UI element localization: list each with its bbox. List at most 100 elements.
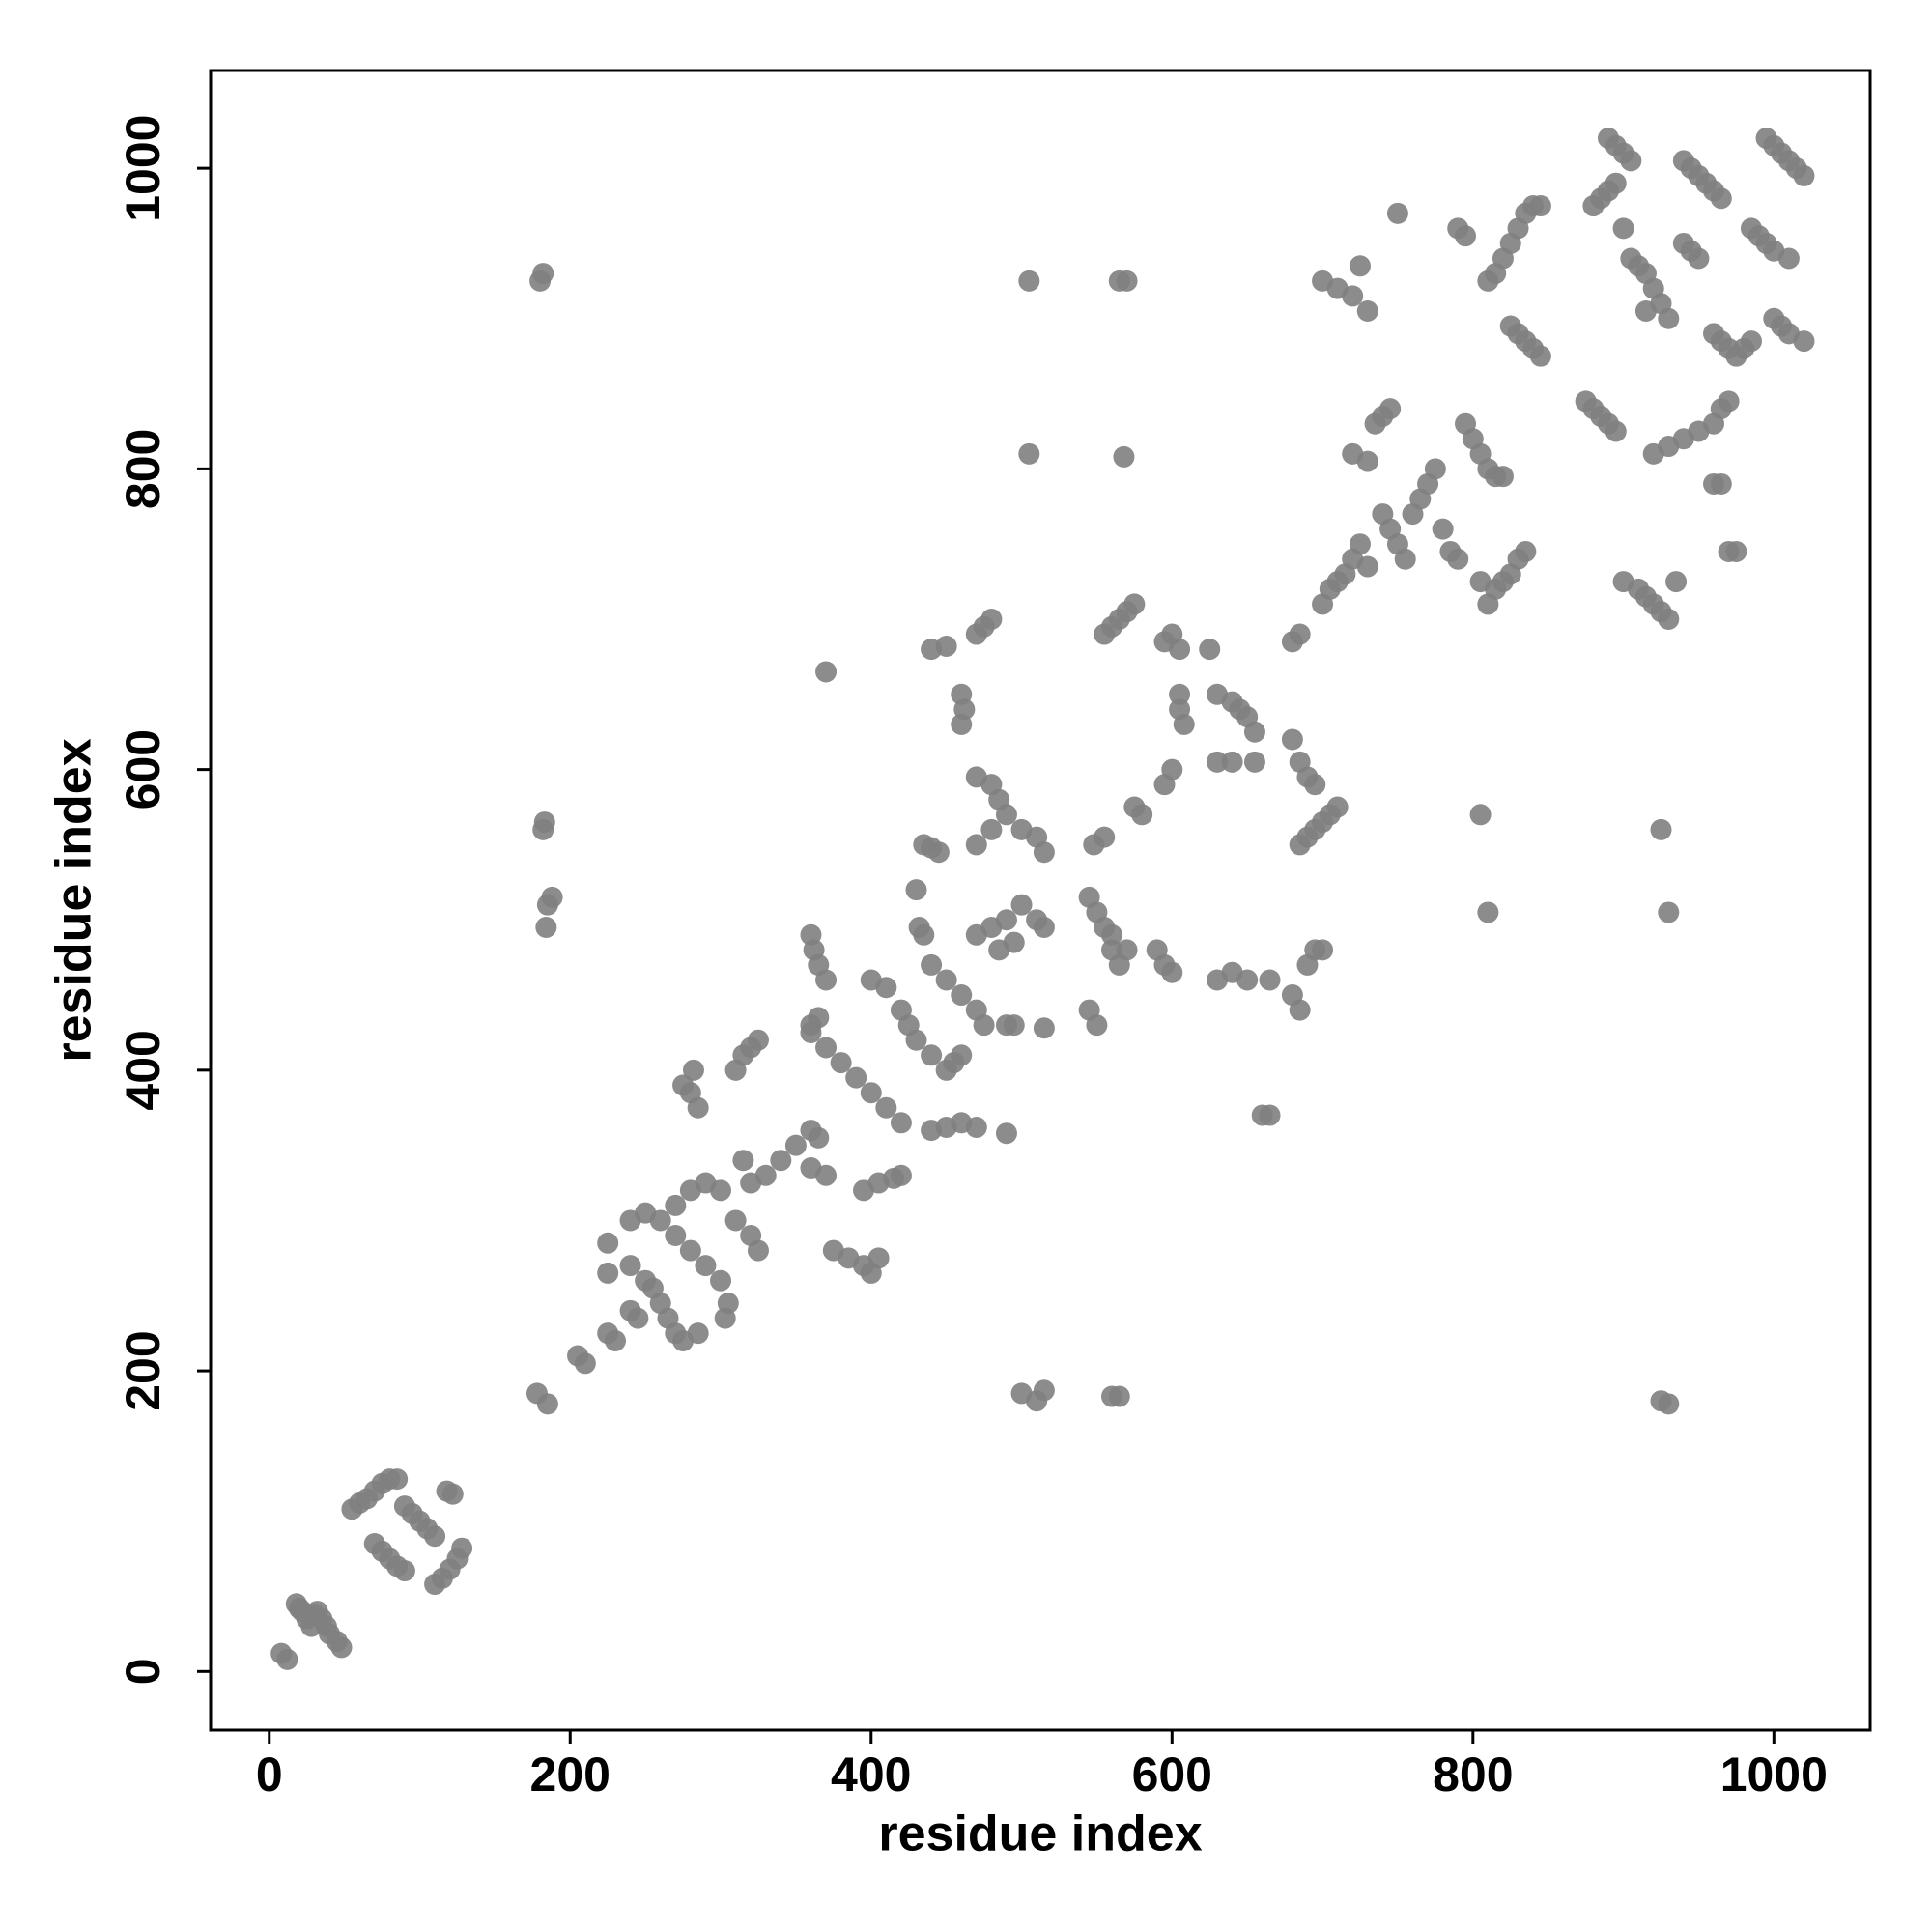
point bbox=[1432, 518, 1454, 540]
point bbox=[747, 1239, 769, 1262]
point bbox=[1793, 330, 1815, 353]
point bbox=[935, 636, 957, 658]
point bbox=[905, 879, 927, 901]
point bbox=[1199, 639, 1221, 661]
point bbox=[1394, 548, 1416, 570]
point bbox=[1455, 225, 1477, 247]
plot-frame bbox=[209, 69, 1872, 1732]
point bbox=[980, 608, 1003, 630]
point bbox=[951, 984, 973, 1007]
point bbox=[905, 1029, 927, 1051]
x-axis-title: residue index bbox=[878, 1806, 1202, 1862]
point bbox=[1515, 540, 1537, 562]
point bbox=[532, 263, 554, 285]
point bbox=[1342, 285, 1364, 307]
x-tick-label: 0 bbox=[256, 1747, 283, 1802]
point bbox=[724, 1209, 747, 1232]
y-tick-label: 200 bbox=[116, 1330, 170, 1410]
point bbox=[1349, 255, 1371, 277]
point bbox=[815, 1164, 838, 1186]
point bbox=[1033, 1017, 1055, 1039]
point bbox=[1289, 623, 1311, 645]
point bbox=[830, 1052, 852, 1074]
point bbox=[1259, 1104, 1281, 1126]
point bbox=[1634, 299, 1657, 322]
point bbox=[665, 1225, 687, 1247]
point bbox=[784, 1134, 807, 1156]
point bbox=[1349, 533, 1371, 555]
point bbox=[710, 1269, 732, 1292]
point bbox=[1010, 894, 1033, 916]
point bbox=[597, 1232, 619, 1254]
point bbox=[1161, 758, 1183, 781]
point bbox=[1356, 299, 1378, 322]
point bbox=[1710, 187, 1732, 210]
point bbox=[687, 1096, 709, 1119]
point bbox=[867, 1247, 890, 1269]
point bbox=[1342, 442, 1364, 465]
point bbox=[1173, 713, 1195, 735]
point bbox=[1356, 555, 1378, 578]
point bbox=[815, 661, 838, 683]
point bbox=[1447, 548, 1469, 570]
point bbox=[679, 1239, 701, 1262]
point bbox=[1379, 398, 1402, 420]
point bbox=[1033, 917, 1055, 939]
point bbox=[1086, 1014, 1108, 1037]
point bbox=[1688, 247, 1710, 270]
point bbox=[1116, 939, 1138, 961]
point bbox=[1116, 270, 1138, 292]
point bbox=[574, 1352, 596, 1375]
point bbox=[935, 969, 957, 991]
point bbox=[845, 1066, 867, 1089]
point bbox=[1304, 774, 1326, 796]
point bbox=[441, 1483, 464, 1505]
point bbox=[1658, 1393, 1680, 1415]
point bbox=[1605, 172, 1627, 194]
point bbox=[541, 886, 563, 908]
point bbox=[386, 1468, 409, 1491]
point bbox=[1281, 728, 1303, 751]
point bbox=[1650, 818, 1672, 840]
point bbox=[1169, 639, 1191, 661]
point bbox=[740, 1172, 762, 1194]
point bbox=[1658, 608, 1680, 630]
point bbox=[1094, 826, 1116, 848]
point bbox=[710, 1179, 732, 1202]
point bbox=[1529, 195, 1551, 217]
x-tick-label: 800 bbox=[1433, 1747, 1513, 1802]
point bbox=[451, 1537, 473, 1559]
point bbox=[1259, 969, 1281, 991]
point bbox=[682, 1059, 704, 1081]
point bbox=[533, 811, 555, 834]
point bbox=[1243, 751, 1265, 773]
point bbox=[1424, 458, 1446, 480]
point bbox=[1108, 1385, 1130, 1407]
point bbox=[1243, 721, 1265, 743]
point bbox=[1221, 751, 1243, 773]
point bbox=[1725, 540, 1747, 562]
point bbox=[665, 1194, 687, 1216]
point bbox=[687, 1322, 709, 1345]
point bbox=[1033, 841, 1055, 864]
x-tick-label: 400 bbox=[831, 1747, 911, 1802]
point bbox=[1529, 345, 1551, 367]
point bbox=[1658, 307, 1680, 329]
point bbox=[995, 1122, 1017, 1145]
point bbox=[1236, 969, 1259, 991]
x-tick-label: 200 bbox=[530, 1747, 611, 1802]
point bbox=[1018, 442, 1040, 465]
point bbox=[913, 923, 935, 946]
point bbox=[424, 1525, 446, 1548]
point bbox=[951, 1044, 973, 1066]
y-tick-label: 600 bbox=[116, 729, 170, 810]
point bbox=[1113, 445, 1135, 468]
point bbox=[1033, 1379, 1055, 1402]
point bbox=[604, 1329, 626, 1351]
point bbox=[1793, 164, 1815, 186]
point bbox=[1658, 901, 1680, 923]
point bbox=[393, 1560, 415, 1582]
point bbox=[1018, 270, 1040, 292]
point bbox=[1207, 751, 1229, 773]
point bbox=[800, 1021, 822, 1043]
